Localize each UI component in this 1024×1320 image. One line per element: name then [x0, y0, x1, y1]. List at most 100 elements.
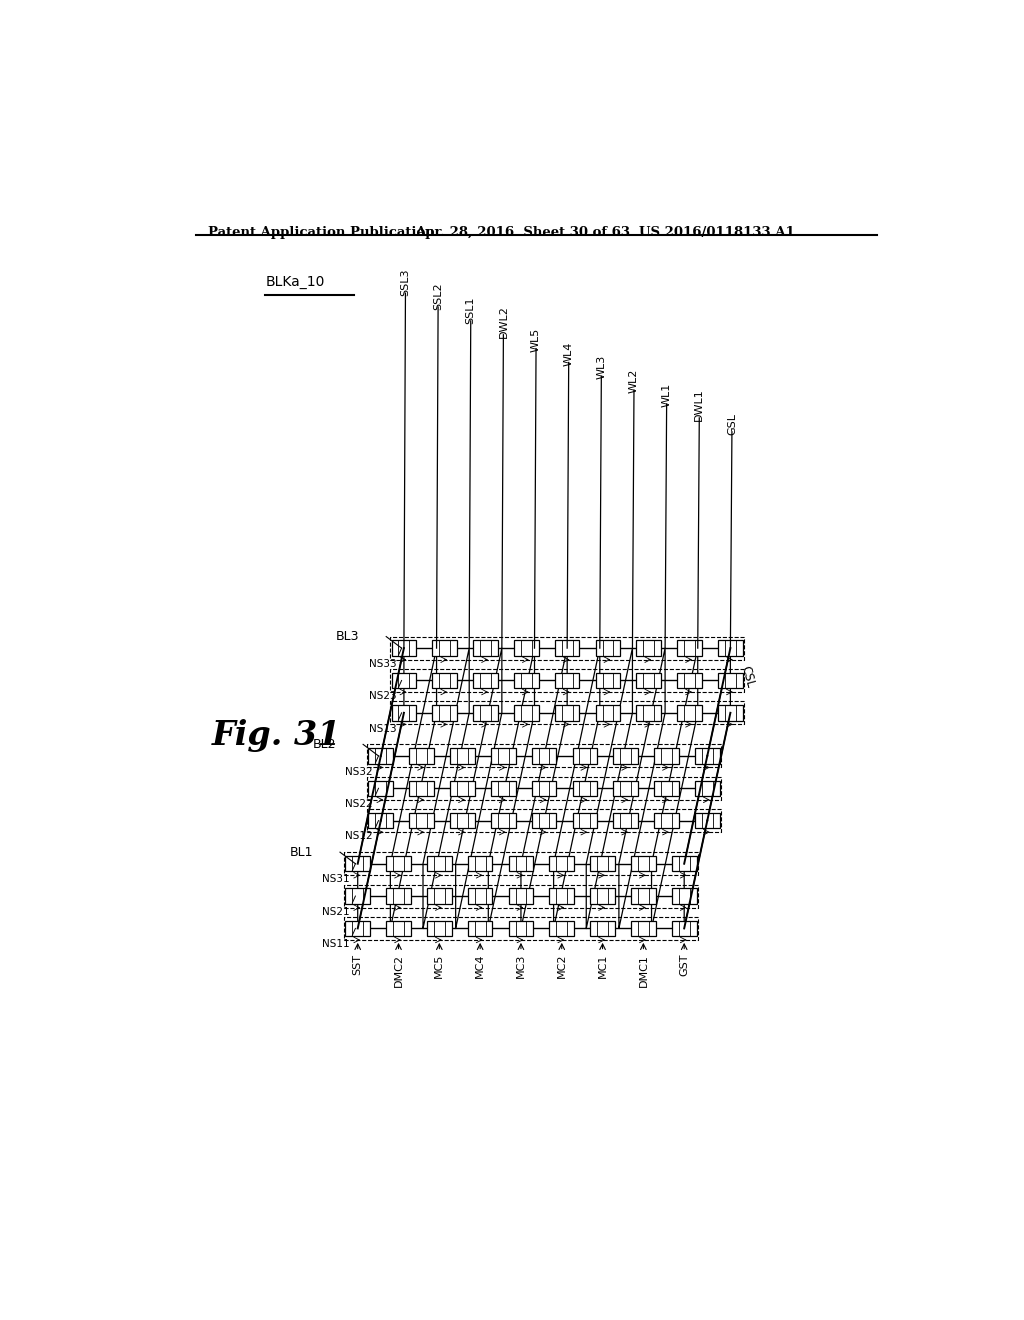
- Bar: [514, 705, 539, 721]
- Bar: [473, 705, 498, 721]
- Bar: [695, 780, 720, 796]
- Text: DWL2: DWL2: [499, 305, 508, 338]
- Bar: [550, 921, 574, 936]
- Bar: [637, 640, 662, 656]
- Bar: [386, 888, 411, 904]
- Bar: [386, 921, 411, 936]
- Bar: [427, 857, 452, 871]
- Text: Fig. 31: Fig. 31: [211, 719, 341, 752]
- Text: NS32: NS32: [345, 767, 373, 776]
- Text: WL4: WL4: [563, 341, 573, 366]
- Text: NS13: NS13: [369, 723, 396, 734]
- Bar: [572, 780, 597, 796]
- Bar: [695, 748, 720, 763]
- Text: NS22: NS22: [345, 799, 373, 809]
- Bar: [391, 640, 416, 656]
- Bar: [427, 888, 452, 904]
- Text: WL3: WL3: [596, 355, 606, 379]
- Bar: [654, 780, 679, 796]
- Bar: [473, 640, 498, 656]
- Bar: [369, 748, 393, 763]
- Text: NS21: NS21: [323, 907, 350, 917]
- Bar: [451, 748, 475, 763]
- Text: MC2: MC2: [557, 954, 566, 978]
- Bar: [555, 640, 580, 656]
- Text: SSL2: SSL2: [433, 282, 443, 310]
- Text: BL2: BL2: [312, 738, 336, 751]
- Bar: [432, 705, 457, 721]
- Bar: [590, 921, 614, 936]
- Text: SSL1: SSL1: [466, 297, 476, 323]
- Bar: [654, 748, 679, 763]
- Bar: [672, 857, 696, 871]
- Bar: [468, 921, 493, 936]
- Bar: [490, 813, 515, 829]
- Bar: [550, 857, 574, 871]
- Bar: [410, 780, 434, 796]
- Bar: [718, 640, 742, 656]
- Bar: [514, 640, 539, 656]
- Bar: [344, 884, 697, 908]
- Bar: [672, 921, 696, 936]
- Bar: [390, 669, 744, 692]
- Bar: [391, 705, 416, 721]
- Bar: [637, 673, 662, 688]
- Text: NS33: NS33: [369, 659, 396, 669]
- Bar: [410, 813, 434, 829]
- Bar: [345, 888, 370, 904]
- Bar: [432, 673, 457, 688]
- Bar: [369, 813, 393, 829]
- Bar: [677, 640, 701, 656]
- Bar: [345, 921, 370, 936]
- Bar: [555, 673, 580, 688]
- Bar: [631, 888, 655, 904]
- Bar: [590, 888, 614, 904]
- Text: GST: GST: [679, 954, 689, 977]
- Text: SST: SST: [352, 954, 362, 974]
- Text: NS23: NS23: [369, 692, 396, 701]
- Bar: [468, 857, 493, 871]
- Bar: [473, 673, 498, 688]
- Bar: [390, 701, 744, 725]
- Bar: [386, 857, 411, 871]
- Bar: [596, 640, 621, 656]
- Bar: [490, 748, 515, 763]
- Text: Apr. 28, 2016  Sheet 30 of 63: Apr. 28, 2016 Sheet 30 of 63: [416, 226, 631, 239]
- Bar: [468, 888, 493, 904]
- Bar: [427, 921, 452, 936]
- Bar: [718, 705, 742, 721]
- Bar: [531, 813, 556, 829]
- Bar: [410, 748, 434, 763]
- Text: BL1: BL1: [290, 846, 313, 859]
- Bar: [514, 673, 539, 688]
- Text: GSL: GSL: [727, 413, 737, 434]
- Bar: [368, 744, 721, 767]
- Bar: [509, 921, 534, 936]
- Bar: [695, 813, 720, 829]
- Bar: [509, 857, 534, 871]
- Bar: [390, 636, 744, 660]
- Bar: [590, 857, 614, 871]
- Text: NS11: NS11: [323, 940, 350, 949]
- Text: NS12: NS12: [345, 832, 373, 841]
- Text: CSL: CSL: [738, 664, 757, 689]
- Bar: [531, 748, 556, 763]
- Bar: [555, 705, 580, 721]
- Bar: [613, 813, 638, 829]
- Text: DWL1: DWL1: [694, 388, 705, 421]
- Bar: [368, 776, 721, 800]
- Bar: [369, 780, 393, 796]
- Bar: [531, 780, 556, 796]
- Text: MC3: MC3: [516, 954, 526, 978]
- Text: Patent Application Publication: Patent Application Publication: [208, 226, 434, 239]
- Bar: [344, 853, 697, 875]
- Bar: [596, 705, 621, 721]
- Bar: [677, 673, 701, 688]
- Text: BLKa_10: BLKa_10: [265, 276, 325, 289]
- Bar: [572, 813, 597, 829]
- Bar: [613, 780, 638, 796]
- Bar: [631, 857, 655, 871]
- Bar: [654, 813, 679, 829]
- Text: BL3: BL3: [336, 630, 359, 643]
- Bar: [572, 748, 597, 763]
